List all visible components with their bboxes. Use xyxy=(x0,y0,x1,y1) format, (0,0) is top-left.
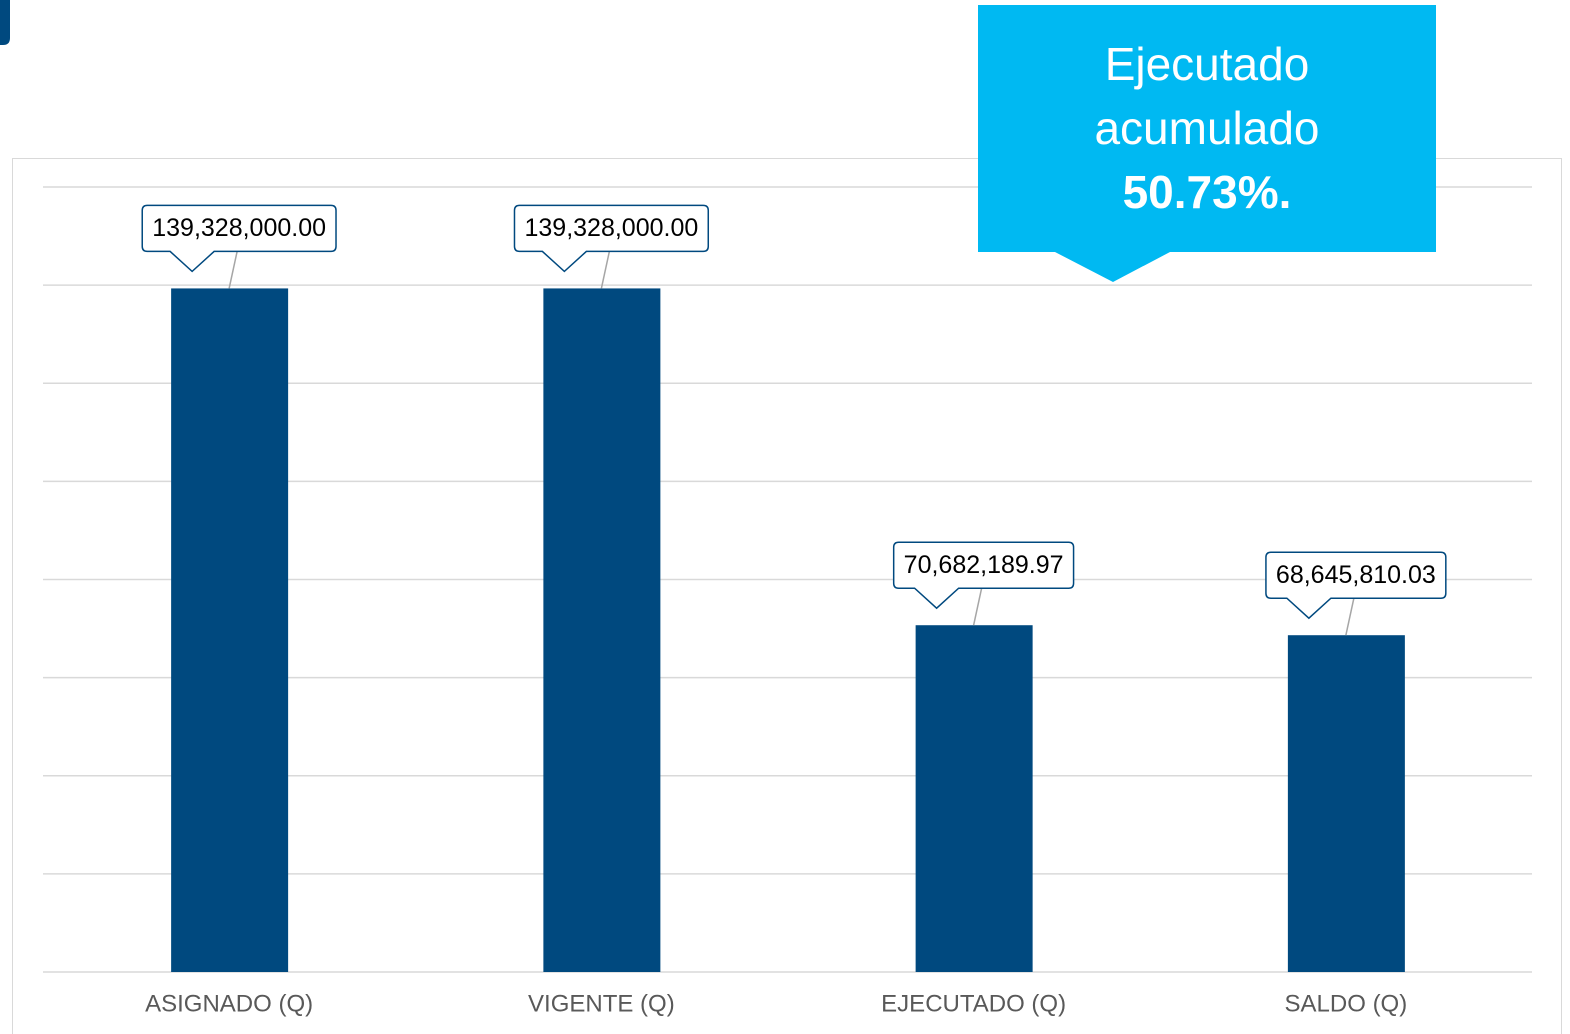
data-label-box xyxy=(892,541,1075,610)
leader-line xyxy=(972,588,983,626)
x-tick-label: SALDO (Q) xyxy=(1285,990,1408,1017)
x-tick-label: VIGENTE (Q) xyxy=(528,990,675,1017)
callout-text: acumulado xyxy=(1094,102,1319,154)
data-label: 139,328,000.00 xyxy=(152,214,326,242)
leader-line xyxy=(228,251,238,289)
data-label: 70,682,189.97 xyxy=(904,551,1064,579)
bar xyxy=(543,288,661,972)
x-tick-label: EJECUTADO (Q) xyxy=(881,990,1066,1017)
callout-text: Ejecutado xyxy=(1105,38,1310,90)
corner-decoration xyxy=(0,0,10,45)
leader-line xyxy=(600,251,611,289)
bar xyxy=(171,288,289,972)
callout-highlight: 50.73%. xyxy=(1123,166,1292,218)
leader-line xyxy=(1345,598,1355,636)
data-label: 68,645,810.03 xyxy=(1276,561,1436,589)
x-tick-label: ASIGNADO (Q) xyxy=(145,990,313,1017)
bar xyxy=(1287,635,1405,972)
data-label-box xyxy=(141,204,337,273)
data-label: 139,328,000.00 xyxy=(524,214,698,242)
data-label-box xyxy=(1265,551,1447,620)
callout-box xyxy=(978,5,1436,282)
bar xyxy=(915,625,1033,972)
data-label-box xyxy=(513,204,710,273)
